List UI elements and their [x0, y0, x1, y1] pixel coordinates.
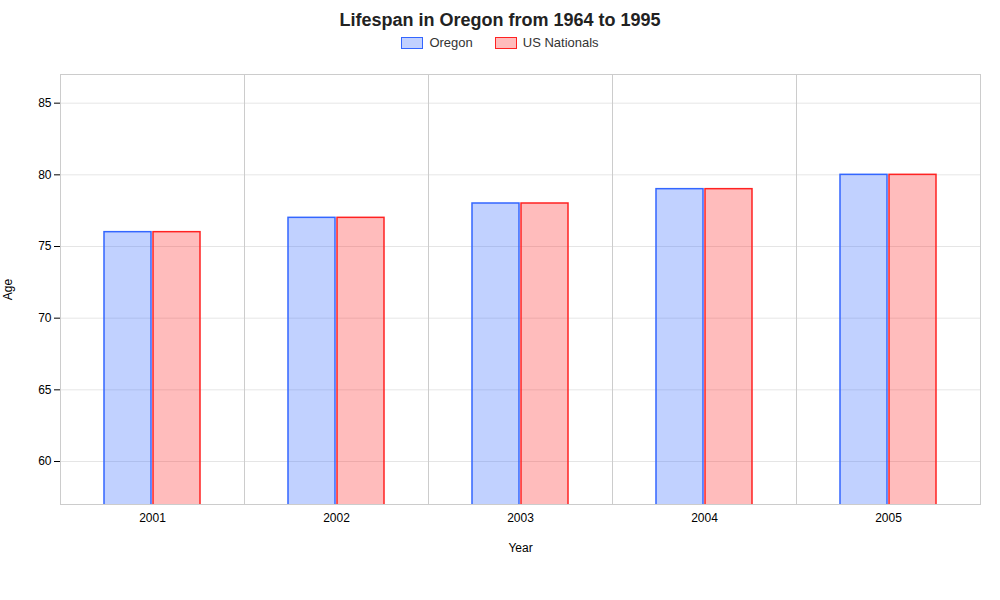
- html-text:Oregon: Oregon: [429, 35, 473, 50]
- svg-text:2004: 2004: [691, 511, 718, 525]
- svg-text:Year: Year: [508, 541, 532, 555]
- svg-text:75: 75: [38, 239, 52, 253]
- svg-text:2001: 2001: [139, 511, 166, 525]
- svg-text:Age: Age: [1, 279, 15, 301]
- svg-text:60: 60: [38, 454, 52, 468]
- svg-text:2003: 2003: [507, 511, 534, 525]
- svg-text:2005: 2005: [875, 511, 902, 525]
- html-text:US Nationals: US Nationals: [522, 35, 599, 50]
- html-text:Lifespan in Oregon from 1964 t: Lifespan in Oregon from 1964 to 1995: [339, 10, 661, 30]
- svg-text:2002: 2002: [323, 511, 350, 525]
- svg-text:80: 80: [38, 168, 52, 182]
- svg-text:65: 65: [38, 383, 52, 397]
- svg-text:85: 85: [38, 96, 52, 110]
- svg-text:70: 70: [38, 311, 52, 325]
